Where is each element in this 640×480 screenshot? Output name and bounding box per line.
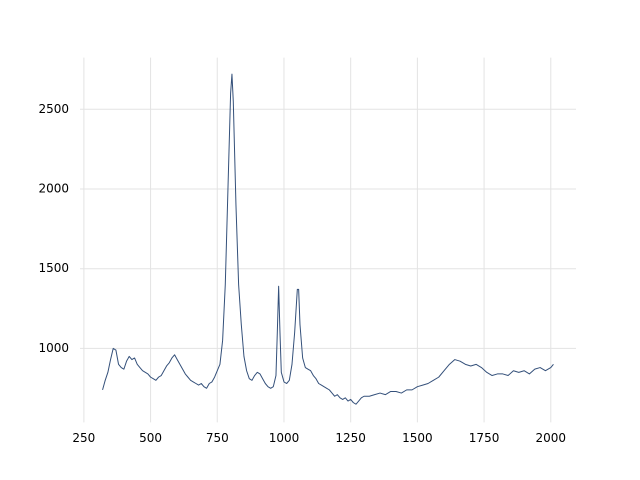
spectrum-line xyxy=(102,73,554,405)
x-tick-label: 500 xyxy=(139,431,162,445)
x-tick-label: 1750 xyxy=(469,431,500,445)
y-tick-label: 2000 xyxy=(38,181,69,195)
y-tick-label: 1500 xyxy=(38,261,69,275)
x-tick-label: 250 xyxy=(72,431,95,445)
x-tick-label: 1000 xyxy=(269,431,300,445)
y-tick-label: 2500 xyxy=(38,102,69,116)
x-tick-label: 1250 xyxy=(335,431,366,445)
x-tick-label: 750 xyxy=(206,431,229,445)
y-tick-label: 1000 xyxy=(38,341,69,355)
x-tick-label: 1500 xyxy=(402,431,433,445)
x-tick-label: 2000 xyxy=(536,431,567,445)
